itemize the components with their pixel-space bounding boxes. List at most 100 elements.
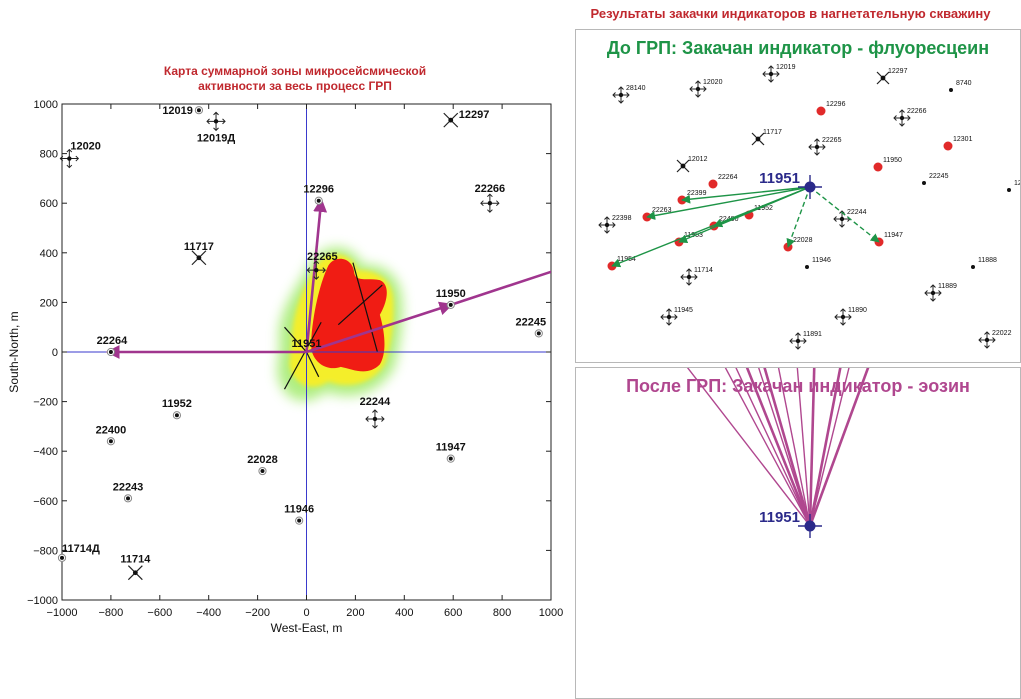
well-dot-icon: [57, 553, 67, 562]
well-label-22243: 22243: [113, 481, 144, 493]
y-tick-label: 600: [40, 198, 58, 210]
fracture-line: [305, 351, 320, 378]
well-label-22265: 22265: [307, 251, 338, 263]
tracer-results-title: Результаты закачки индикаторов в нагнета…: [590, 6, 991, 21]
fracture-line: [284, 326, 307, 353]
y-tick-label: −800: [33, 545, 58, 557]
tracer-arrow-22399: [745, 368, 812, 527]
tracer-vector-extension: [450, 270, 551, 307]
y-tick-label: 200: [40, 297, 58, 309]
well-label-22245: 22245: [929, 173, 949, 180]
well-label-22265: 22265: [822, 137, 842, 144]
producer-well-icon: [59, 148, 80, 169]
y-tick-label: −400: [33, 446, 58, 458]
tracer-arrow-22399: [681, 186, 811, 204]
y-tick-label: −1000: [27, 595, 58, 607]
well-label-11947: 11947: [884, 232, 903, 239]
tracer-arrow-22400: [758, 368, 811, 527]
well-label-11946: 11946: [284, 504, 314, 516]
injector-label: 11951: [292, 338, 322, 350]
y-tick-label: 400: [40, 248, 58, 260]
well-label-12019: 12019: [162, 105, 193, 117]
well-label-11946: 11946: [812, 257, 831, 264]
injector-well-icon: [798, 514, 822, 538]
well-label-22263: 22263: [652, 207, 672, 214]
tracer-arrow-11954: [611, 186, 811, 268]
well-label-12296: 12296: [826, 101, 846, 108]
well-label-11714: 11714: [120, 554, 151, 566]
well-label-22399: 22399: [687, 190, 707, 197]
well-label-11950: 11950: [436, 288, 466, 300]
tracer-arrow-22263: [646, 186, 811, 220]
before-frac-title: До ГРП: Закачан индикатор - флуоресцеин: [606, 38, 990, 58]
shut-in-well-icon: [676, 159, 690, 173]
well-label-12297: 12297: [459, 109, 490, 121]
tracer-arrow-11953: [735, 368, 811, 527]
producer-well-icon: [762, 65, 780, 83]
well-label-22028: 22028: [247, 454, 278, 466]
fracture-line: [337, 284, 383, 326]
fracture-line: [352, 262, 378, 353]
injector-well-icon: [798, 175, 822, 199]
x-tick-label: 1000: [539, 607, 563, 619]
x-tick-label: −200: [245, 607, 270, 619]
well-label-12020: 12020: [70, 141, 101, 153]
well-dot-icon: [106, 437, 116, 446]
x-tick-label: 800: [493, 607, 511, 619]
well-label-11952: 11952: [162, 398, 192, 410]
well-dot-icon: [805, 265, 809, 269]
tracer-vector-arrow: [305, 197, 328, 353]
well-label-11891: 11891: [803, 331, 822, 338]
well-dot-icon: [295, 516, 304, 525]
well-label-22244: 22244: [847, 209, 867, 216]
x-tick-label: −600: [147, 607, 172, 619]
tracer-arrow-11952: [777, 368, 811, 527]
microseismic-map: −1000 −800 −600 −400 −200 0 200 400 600 800 1000 10…: [7, 99, 563, 635]
well-label-22266: 22266: [475, 183, 506, 195]
x-tick-label: −800: [99, 607, 124, 619]
well-dot-icon: [194, 106, 204, 115]
well-label-22028: 22028: [793, 237, 813, 244]
x-tick-label: 200: [346, 607, 364, 619]
producer-well-icon: [480, 193, 500, 213]
y-tick-label: 0: [52, 347, 58, 359]
well-dot-icon: [922, 181, 926, 185]
shut-in-well-icon: [127, 565, 143, 581]
tracer-arrow-11954: [686, 368, 811, 527]
shut-in-well-icon: [876, 71, 890, 85]
x-tick-label: −400: [196, 607, 221, 619]
y-tick-label: −200: [33, 397, 58, 409]
well-label-12012: 12012: [688, 156, 708, 163]
well-dot-icon: [106, 347, 116, 357]
well-dot-icon: [1007, 188, 1011, 192]
well-label-22244: 22244: [360, 396, 391, 408]
tracer-arrow-22028: [786, 186, 811, 248]
well-label-22398: 22398: [612, 215, 632, 222]
producer-well-icon: [893, 109, 911, 127]
well-label-22264: 22264: [97, 335, 128, 347]
after-frac-title: После ГРП: Закачан индикатор - эозин: [626, 376, 970, 396]
well-label-11945: 11945: [674, 307, 693, 314]
well-label-11714: 11714: [694, 267, 713, 274]
producer-well-icon: [924, 284, 942, 302]
well-label-12301: 12301: [953, 136, 973, 143]
producer-well-icon: [612, 86, 630, 104]
tracer-arrow-22263: [724, 368, 811, 527]
tracer-arrow-12301: [808, 368, 870, 527]
well-dot-icon: [534, 329, 543, 338]
producer-well-icon: [808, 138, 826, 156]
well-label-28140: 28140: [626, 85, 646, 92]
tracer-arrow-11947: [809, 186, 880, 243]
y-tick-label: 800: [40, 149, 58, 161]
well-label-11950: 11950: [883, 157, 902, 164]
well-label-12020: 12020: [703, 79, 723, 86]
well-dot-icon: [258, 466, 267, 476]
tracer-detected-well-icon: [943, 141, 953, 151]
tracer-vectors: [105, 197, 551, 359]
tracer-vector-arrow: [306, 301, 454, 354]
producer-well-icon: [689, 80, 707, 98]
y-axis-label: South-North, m: [7, 311, 21, 392]
shut-in-well-icon: [191, 250, 207, 266]
well-label-12019д: 12019Д: [197, 132, 236, 144]
shut-in-well-icon: [751, 132, 765, 146]
